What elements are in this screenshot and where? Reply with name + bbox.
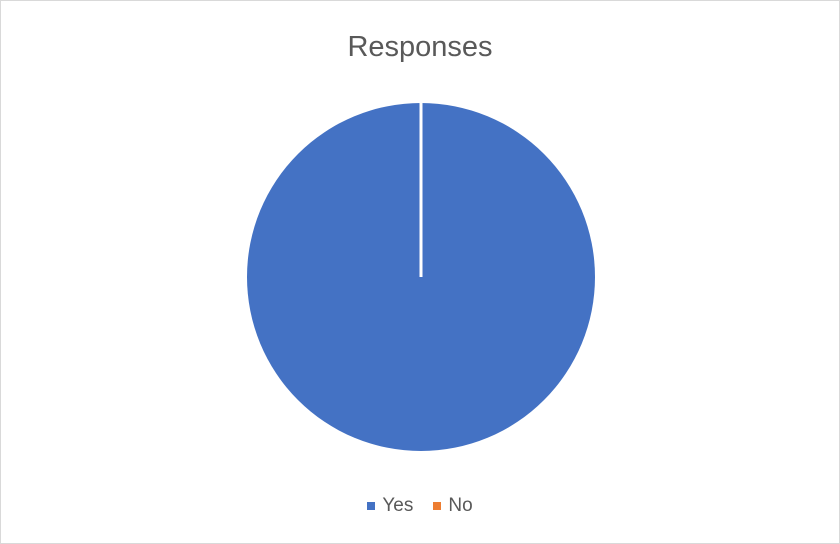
- chart-legend: Yes No: [1, 494, 839, 518]
- legend-label-no: No: [448, 495, 473, 516]
- legend-item-yes: Yes: [367, 494, 413, 518]
- legend-swatch-no: [433, 502, 442, 510]
- legend-label-yes: Yes: [382, 495, 414, 516]
- legend-item-no: No: [433, 494, 473, 518]
- chart-title: Responses: [347, 31, 493, 63]
- pie-slices: [247, 103, 595, 451]
- legend-swatch-yes: [367, 502, 376, 510]
